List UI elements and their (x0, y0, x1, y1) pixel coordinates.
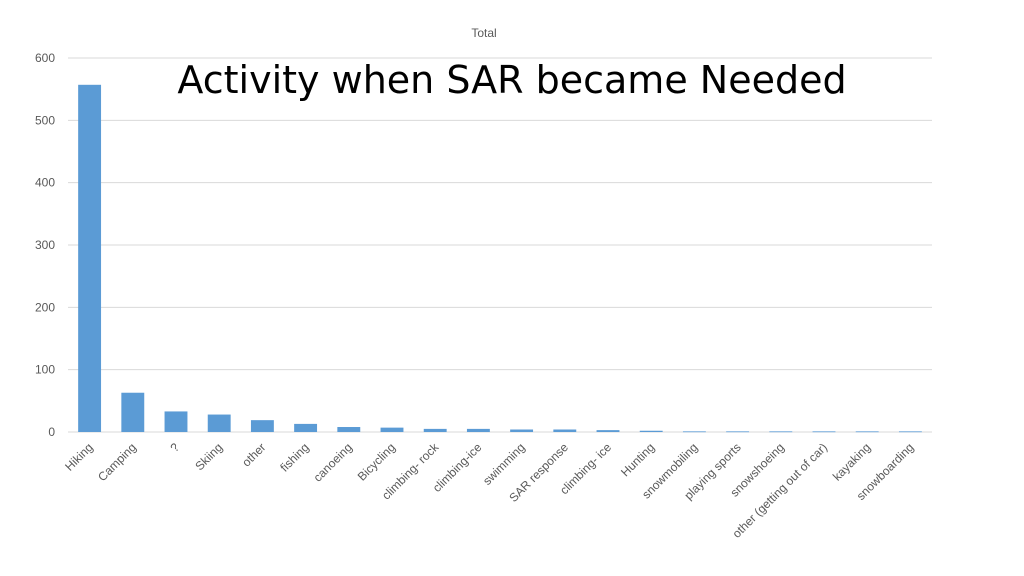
bar (78, 84, 102, 432)
bar (812, 431, 836, 433)
bar (250, 420, 274, 432)
bar (121, 392, 145, 432)
bar (423, 428, 447, 432)
chart-title: Total (471, 26, 497, 40)
x-tick-label: Camping (95, 440, 139, 484)
x-tick-label: Bicycling (355, 440, 398, 483)
y-axis-ticks: 0 100 200 300 400 500 600 (35, 51, 55, 439)
bar (164, 411, 188, 432)
x-tick-label: kayaking (830, 440, 873, 483)
x-tick-label: canoeing (311, 440, 355, 484)
bar (466, 428, 490, 432)
gridlines (68, 57, 932, 433)
bar (294, 423, 318, 432)
bar (510, 429, 534, 432)
bar (898, 431, 922, 433)
bar (207, 414, 231, 432)
bar (726, 431, 750, 433)
y-tick-label: 500 (35, 113, 55, 127)
bar (769, 431, 793, 433)
x-axis-ticks: Hiking Camping? Skiing other fishingcanoeing… (62, 440, 916, 541)
y-tick-label: 100 (35, 363, 55, 377)
x-tick-label: Hiking (62, 440, 95, 473)
slide-title: Activity when SAR became Needed (177, 58, 847, 102)
bar (553, 429, 577, 432)
bar (337, 427, 361, 432)
bar (380, 427, 404, 432)
bar (596, 430, 620, 432)
x-tick-label: ? (167, 440, 182, 455)
y-tick-label: 400 (35, 176, 55, 190)
x-tick-label: Skiing (192, 440, 225, 473)
y-tick-label: 200 (35, 300, 55, 314)
x-tick-label: fishing (277, 440, 311, 474)
y-tick-label: 600 (35, 51, 55, 65)
y-tick-label: 0 (48, 425, 55, 439)
x-tick-label: Hunting (618, 440, 657, 479)
bars (78, 84, 922, 433)
bar (855, 431, 879, 433)
bar (639, 430, 663, 432)
bar (682, 431, 706, 433)
y-tick-label: 300 (35, 238, 55, 252)
x-tick-label: other (239, 440, 268, 469)
